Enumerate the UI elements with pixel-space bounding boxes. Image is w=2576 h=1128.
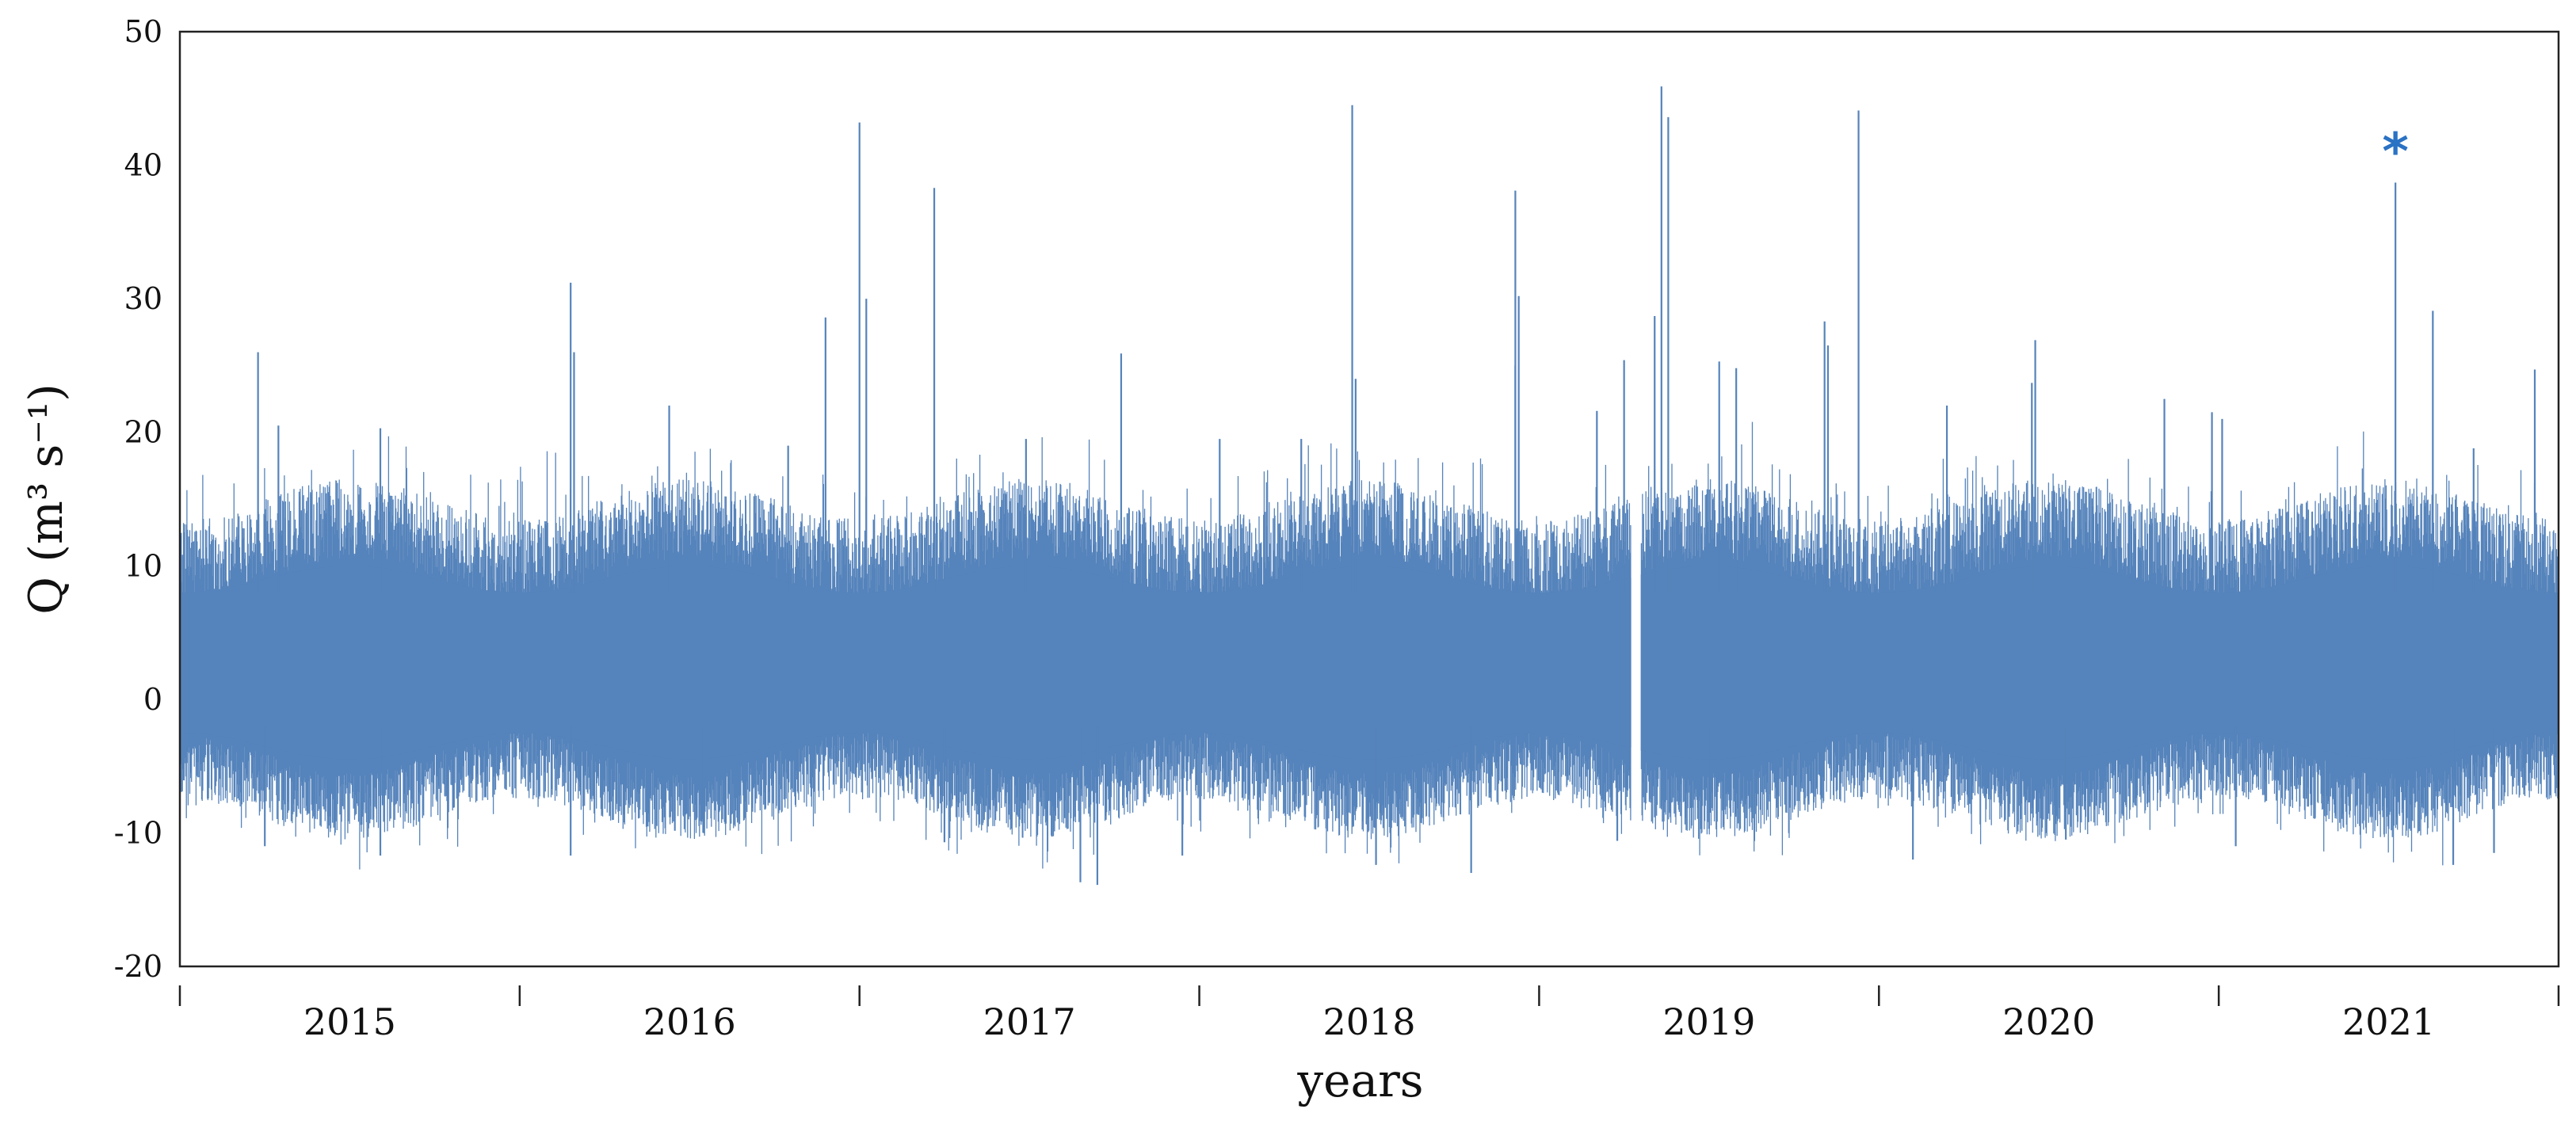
x-axis: 2015 2016 2017 2018 2019 2020 2021 <box>178 985 2560 1043</box>
x-tick-label: 2021 <box>2342 1000 2435 1043</box>
y-tick-label: -20 <box>114 949 162 984</box>
x-tick-label: 2015 <box>303 1000 396 1043</box>
y-axis: -20 -10 0 10 20 30 40 50 <box>114 14 162 984</box>
x-tick-label: 2020 <box>2002 1000 2095 1043</box>
y-tick-label: -10 <box>114 815 162 850</box>
y-tick-label: 30 <box>124 281 162 316</box>
discharge-series-core <box>179 566 2559 760</box>
x-tick-label: 2017 <box>983 1000 1076 1043</box>
y-tick-label: 40 <box>124 148 162 183</box>
annotation-asterisk: * <box>2382 124 2408 182</box>
y-tick-label: 50 <box>124 14 162 49</box>
y-axis-title: Q (m³ s⁻¹) <box>19 383 73 615</box>
y-tick-label: 20 <box>124 415 162 450</box>
y-tick-label: 10 <box>124 548 162 583</box>
series-layer <box>179 86 2559 886</box>
x-axis-title: years <box>1296 1054 1423 1107</box>
y-tick-label: 0 <box>143 682 162 717</box>
x-tick-label: 2019 <box>1662 1000 1755 1043</box>
x-tick-label: 2016 <box>643 1000 736 1043</box>
x-tick-label: 2018 <box>1322 1000 1415 1043</box>
plot-frame <box>178 30 2560 968</box>
